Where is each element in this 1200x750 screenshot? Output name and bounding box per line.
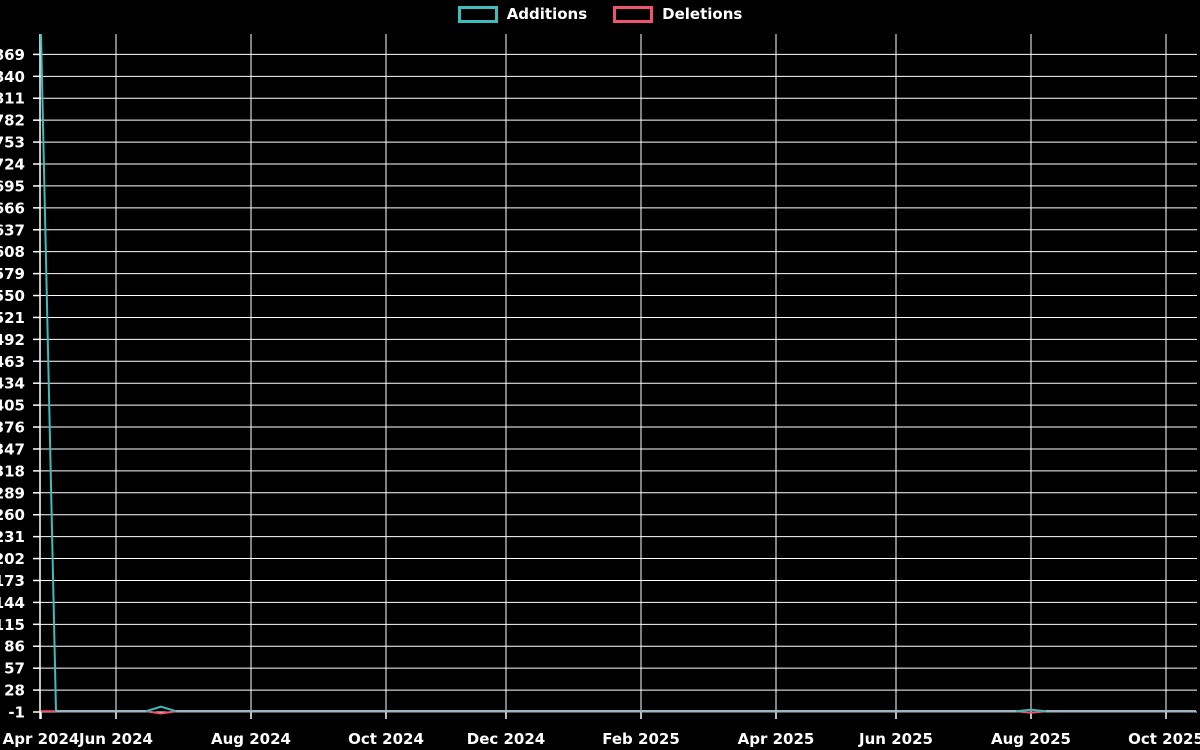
y-tick-label: 231 xyxy=(0,528,25,546)
y-tick-label: 666 xyxy=(0,199,25,217)
x-tick-label: Jun 2024 xyxy=(78,730,153,748)
y-tick-label: 724 xyxy=(0,156,25,174)
y-tick-label: 289 xyxy=(0,484,25,502)
y-tick-label: 86 xyxy=(4,638,25,656)
x-tick-label: Apr 2025 xyxy=(738,730,815,748)
y-tick-label: 869 xyxy=(0,46,25,64)
series-line-additions xyxy=(40,33,1196,713)
x-tick-label: Aug 2024 xyxy=(211,730,291,748)
legend-label-deletions: Deletions xyxy=(662,5,743,23)
deletions-swatch-icon xyxy=(613,6,654,23)
y-tick-label: 405 xyxy=(0,397,25,415)
y-tick-label: 550 xyxy=(0,287,25,305)
chart-legend: Additions Deletions xyxy=(0,6,1200,23)
x-tick-label: Feb 2025 xyxy=(602,730,680,748)
y-tick-label: 260 xyxy=(0,506,25,524)
x-tick-label: Oct 2025 xyxy=(1128,730,1200,748)
y-tick-label: 695 xyxy=(0,177,25,195)
y-tick-label: 521 xyxy=(0,309,25,327)
y-tick-label: 28 xyxy=(4,682,25,700)
y-tick-label: 579 xyxy=(0,265,25,283)
y-tick-label: 608 xyxy=(0,243,25,261)
x-tick-label: Apr 2024 xyxy=(3,730,80,748)
x-tick-label: Oct 2024 xyxy=(348,730,424,748)
additions-swatch-icon xyxy=(457,6,498,23)
x-tick-label: Dec 2024 xyxy=(467,730,546,748)
y-tick-label: 782 xyxy=(0,112,25,130)
y-tick-label: 57 xyxy=(4,660,25,678)
y-tick-label: 347 xyxy=(0,440,25,458)
y-tick-label: 376 xyxy=(0,419,25,437)
legend-item-additions[interactable]: Additions xyxy=(457,5,588,23)
y-tick-label: 173 xyxy=(0,572,25,590)
legend-label-additions: Additions xyxy=(506,5,588,23)
y-tick-label: 840 xyxy=(0,68,25,86)
y-tick-label: 202 xyxy=(0,550,25,568)
x-tick-label: Jun 2025 xyxy=(858,730,933,748)
y-tick-label: 115 xyxy=(0,616,25,634)
y-tick-label: 318 xyxy=(0,462,25,480)
y-tick-label: 492 xyxy=(0,331,25,349)
x-tick-label: Aug 2025 xyxy=(991,730,1071,748)
y-tick-label: 434 xyxy=(0,375,25,393)
y-tick-label: 753 xyxy=(0,134,25,152)
y-tick-label: 463 xyxy=(0,353,25,371)
legend-item-deletions[interactable]: Deletions xyxy=(613,6,742,23)
y-tick-label: -1 xyxy=(8,704,25,722)
y-tick-label: 811 xyxy=(0,90,25,108)
y-tick-label: 637 xyxy=(0,221,25,239)
y-tick-label: 144 xyxy=(0,594,25,612)
